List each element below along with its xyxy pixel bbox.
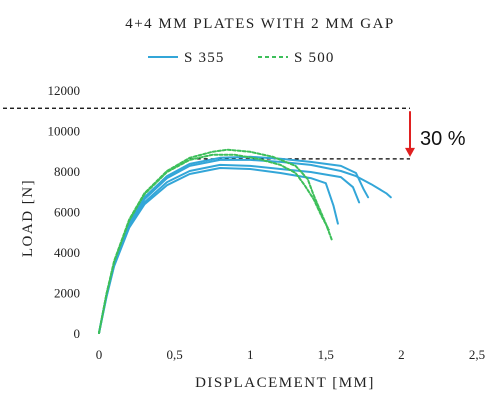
series-line: [98, 153, 330, 334]
x-tick-label: 2,5: [469, 347, 485, 362]
legend-s355-label: S 355: [184, 50, 225, 66]
y-tick-labels: 0 2000 4000 6000 8000 10000 12000: [48, 83, 81, 341]
series-line: [98, 158, 392, 334]
x-axis-label: DISPLACEMENT [MM]: [195, 375, 375, 391]
series-line: [98, 155, 370, 334]
series-line: [98, 148, 333, 334]
x-tick-labels: 0 0,5 1 1,5 2 2,5: [96, 347, 485, 362]
y-tick-label: 4000: [54, 245, 80, 260]
x-tick-label: 2: [398, 347, 405, 362]
series-lines: [98, 148, 392, 334]
y-axis-label: LOAD [N]: [20, 179, 36, 257]
y-tick-label: 2000: [54, 286, 80, 301]
x-tick-label: 0,5: [166, 347, 182, 362]
reference-lines: [3, 107, 410, 160]
y-tick-label: 0: [74, 326, 81, 341]
y-tick-label: 8000: [54, 164, 80, 179]
chart-title: 4+4 MM PLATES WITH 2 MM GAP: [125, 16, 395, 32]
y-tick-label: 6000: [54, 205, 80, 220]
x-tick-label: 0: [96, 347, 103, 362]
y-tick-label: 10000: [48, 124, 81, 139]
annotation-label: 30 %: [420, 128, 466, 150]
series-line: [98, 167, 339, 334]
legend-s500-label: S 500: [294, 50, 335, 66]
x-tick-label: 1,5: [318, 347, 334, 362]
series-line: [98, 163, 361, 334]
reduction-annotation: 30 %: [405, 111, 466, 157]
legend: S 355 S 500: [148, 50, 335, 66]
annotation-arrow-head: [405, 147, 415, 157]
y-tick-label: 12000: [48, 83, 81, 98]
x-tick-label: 1: [247, 347, 254, 362]
